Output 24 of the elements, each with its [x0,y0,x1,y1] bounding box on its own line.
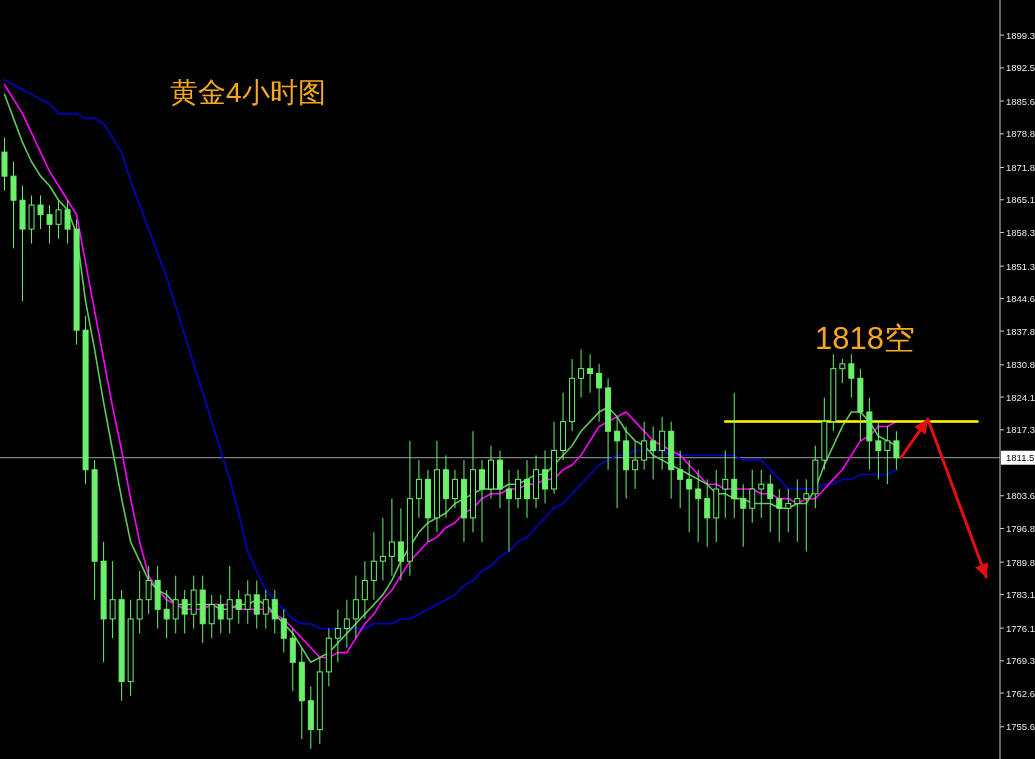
y-tick-label: 1762.6 [1006,687,1035,699]
y-tick-label: 1899.3 [1006,29,1035,41]
y-tick-label: 1803.6 [1006,490,1035,502]
y-tick-label: 1885.6 [1006,95,1035,107]
y-tick-label: 1851.3 [1006,260,1035,272]
annotation: 1818空 [815,321,915,356]
y-tick-label: 1789.8 [1006,556,1035,568]
y-tick-label: 1824.1 [1006,391,1035,403]
y-tick-label: 1837.8 [1006,325,1035,337]
y-tick-label: 1878.8 [1006,128,1035,140]
y-tick-label: 1776.1 [1006,622,1035,634]
y-tick-label: 1769.3 [1006,655,1035,667]
y-tick-label: 1783.1 [1006,588,1035,600]
text: 黄金4小时图 [170,77,326,108]
y-tick-label: 1817.3 [1006,424,1035,436]
y-tick-label: 1844.6 [1006,292,1035,304]
y-tick-label: 1858.3 [1006,226,1035,238]
y-tick-label: 1796.8 [1006,522,1035,534]
y-tick-label: 1830.8 [1006,359,1035,371]
ref-line-label: 1811.5 [1006,452,1035,464]
y-tick-label: 1892.5 [1006,62,1035,74]
y-tick-label: 1865.1 [1006,194,1035,206]
y-tick-label: 1871.8 [1006,161,1035,173]
y-tick-label: 1755.6 [1006,721,1035,733]
